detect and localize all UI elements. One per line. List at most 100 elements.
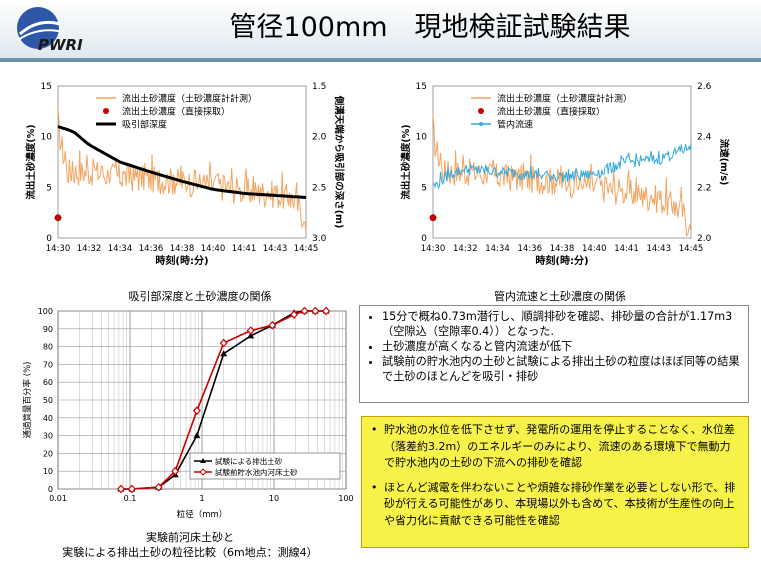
data-point	[192, 406, 201, 416]
finding-item: 試験前の貯水池内の土砂と試験による排出土砂の粒度はほぼ同等の結果で土砂のほとんど…	[382, 354, 740, 384]
y-tick-label: 0	[48, 485, 53, 494]
x-tick-label: 0.01	[49, 494, 67, 503]
page-title: 管径100mm 現地検証試験結果	[229, 12, 631, 43]
y-tick-label: 70	[43, 360, 53, 369]
x-tick-label: 14:45	[679, 244, 704, 254]
conclusion-box: 貯水池の水位を低下させず、発電所の運用を停止することなく、水位差（落差約3.2m…	[361, 416, 749, 548]
data-point	[193, 432, 201, 439]
x-tick-label: 14:34	[108, 244, 133, 254]
series-line	[57, 106, 307, 232]
y-tick-label: 15	[416, 82, 427, 92]
series-line	[57, 125, 307, 199]
header-band: PWRI 管径100mm 現地検証試験結果	[0, 0, 761, 58]
data-point	[290, 310, 299, 319]
x-tick-label: 14:38	[170, 244, 195, 254]
finding-item: 15分で概ね0.73m潜行し、順調排砂を確認、排砂量の合計が1.17m3（空隙込…	[382, 309, 740, 339]
y2-tick-label: 2.0	[312, 133, 327, 143]
sample-point	[54, 214, 62, 222]
y-tick-label: 90	[43, 325, 53, 334]
x-tick-label: 14:40	[582, 244, 607, 254]
data-point	[154, 482, 163, 492]
y2-tick-label: 2.6	[697, 82, 712, 92]
y-tick-label: 10	[41, 133, 53, 143]
y-tick-label: 5	[421, 183, 427, 193]
pwri-logo: PWRI	[17, 7, 83, 54]
x-tick-label: 14:34	[485, 244, 510, 254]
legend-label: 試験による排出土砂	[215, 456, 283, 466]
y-axis-label: 通過質量百分率 (%)	[22, 362, 33, 439]
y-tick-label: 60	[43, 378, 53, 387]
y2-axis-label: 側溝天端から吸引部の深さ(m)	[333, 95, 345, 229]
x-axis-label: 時刻(時:分)	[155, 254, 208, 267]
findings-box: 15分で概ね0.73m潜行し、順調排砂を確認、排砂量の合計が1.17m3（空隙込…	[359, 305, 749, 403]
grain-size-chart: 0.01 0.1 1 10 100 0 10 20 30 40 50 60 70 80 90 100 粒径（mm…	[22, 306, 354, 520]
depth-concentration-chart: 0 5 10 15 3.0 2.5 2.0 1.5 14:30 14:32 14:34 14:36 14…	[25, 82, 345, 267]
finding-item: 土砂濃度が高くなると管内流速が低下	[382, 339, 740, 354]
y2-tick-label: 2.5	[312, 183, 326, 193]
y-tick-label: 20	[43, 449, 53, 458]
y-tick-label: 50	[43, 396, 53, 405]
logo-text: PWRI	[38, 36, 83, 54]
sample-point	[429, 214, 437, 222]
x-tick-label: 14:30	[421, 244, 446, 254]
legend-marker	[103, 108, 109, 114]
legend-label: 試験前貯水池内河床土砂	[215, 467, 298, 477]
y-tick-label: 100	[38, 307, 53, 316]
y-tick-label: 40	[43, 414, 53, 423]
legend-label: 吸引部深度	[122, 119, 167, 131]
legend-marker	[478, 108, 484, 114]
data-point	[311, 306, 320, 316]
x-tick-label: 14:43	[647, 244, 672, 254]
series-line	[432, 114, 692, 237]
y-tick-label: 10	[43, 467, 53, 476]
y2-tick-label: 2.0	[697, 234, 712, 244]
conclusion-item: ほとんど減電を伴わないことや煩雑な排砂作業を必要としない形で、排砂が行える可能性…	[371, 480, 740, 530]
y-tick-label: 0	[46, 234, 52, 244]
logo-circle	[17, 7, 59, 49]
x-tick-label: 14:38	[550, 244, 575, 254]
series-line	[432, 142, 692, 190]
x-tick-label: 14:32	[453, 244, 478, 254]
data-point	[268, 320, 277, 330]
x-tick-label: 14:40	[201, 244, 226, 254]
legend-label: 管内流速	[497, 119, 533, 131]
x-tick-label: 14:45	[294, 244, 319, 254]
legend-box	[189, 452, 341, 480]
conclusion-item: 貯水池の水位を低下させず、発電所の運用を停止することなく、水位差（落差約3.2m…	[371, 422, 740, 472]
x-tick-label: 14:41	[232, 244, 257, 254]
x-axis-label: 時刻(時:分)	[535, 254, 588, 267]
x-tick-label: 14:32	[77, 244, 102, 254]
x-tick-label: 14:36	[518, 244, 543, 254]
y2-tick-label: 2.4	[697, 133, 712, 143]
chart2-caption: 管内流速と土砂濃度の関係	[494, 290, 626, 303]
y-tick-label: 0	[421, 234, 427, 244]
y2-axis-label: 流速(m/s)	[718, 139, 730, 186]
y-tick-label: 5	[46, 183, 52, 193]
data-point	[171, 466, 180, 476]
data-point	[220, 350, 228, 357]
y2-tick-label: 2.2	[697, 183, 711, 193]
x-tick-label: 100	[338, 494, 353, 503]
y-axis-label: 流出土砂濃度(%)	[25, 124, 37, 199]
data-point	[247, 332, 255, 339]
x-tick-label: 10	[269, 494, 279, 503]
legend-label: 流出土砂濃度（直接採取）	[122, 106, 230, 118]
data-point	[300, 306, 309, 316]
data-point	[246, 326, 255, 335]
legend-marker	[479, 122, 483, 126]
x-tick-label: 14:41	[614, 244, 639, 254]
y2-tick-label: 3.0	[312, 234, 327, 244]
plot-area	[432, 85, 692, 239]
y-axis-label: 流出土砂濃度(%)	[400, 124, 412, 199]
x-tick-label: 1	[199, 494, 204, 503]
y-tick-label: 30	[43, 432, 53, 441]
legend-label: 流出土砂濃度（土砂濃度計計測）	[497, 93, 632, 105]
data-point	[127, 484, 136, 494]
x-tick-label: 0.1	[124, 494, 137, 503]
x-tick-label: 14:43	[263, 244, 288, 254]
y-tick-label: 10	[416, 133, 428, 143]
data-point	[116, 484, 126, 494]
header-divider	[0, 58, 761, 62]
chart3-caption-2: 実験による排出土砂の粒径比較（6m地点：測線4）	[62, 546, 318, 559]
legend-marker	[199, 468, 207, 476]
